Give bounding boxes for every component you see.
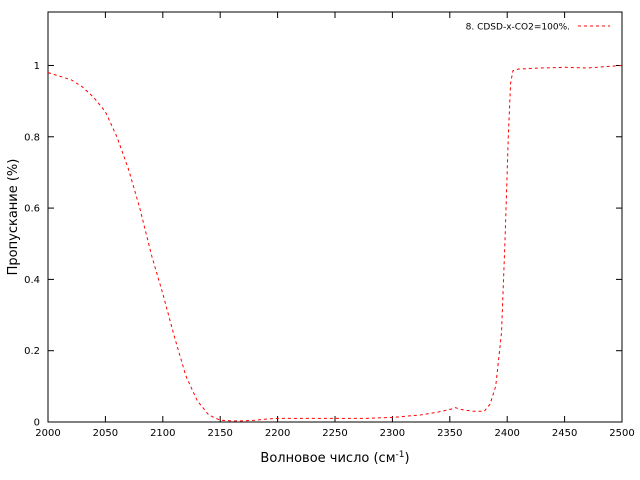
legend-label: 8. CDSD-x-CO2=100%.: [466, 23, 570, 33]
y-tick-label: 1: [34, 61, 40, 72]
y-tick-label: 0: [34, 418, 40, 429]
x-axis-title: Волновое число (см-1): [260, 450, 409, 466]
legend: 8. CDSD-x-CO2=100%.: [466, 23, 610, 33]
y-tick-label: 0.6: [24, 204, 40, 215]
x-tick-label: 2200: [265, 428, 290, 439]
x-tick-label: 2450: [552, 428, 577, 439]
x-tick-label: 2300: [380, 428, 405, 439]
x-tick-label: 2350: [437, 428, 462, 439]
plot-frame: [47, 11, 623, 423]
axis-ticks: 2000 2050 2100 2150 2200 2250 2300 2350 2400 2450…: [24, 12, 635, 439]
y-tick-label: 0.2: [24, 346, 40, 357]
y-tick-label: 0.8: [24, 132, 40, 143]
series-line: [47, 65, 623, 422]
x-tick-label: 2100: [150, 428, 175, 439]
y-tick-label: 0.4: [24, 275, 40, 286]
x-tick-label: 2500: [609, 428, 634, 439]
series-layer: [47, 65, 623, 422]
x-tick-label: 2150: [207, 428, 232, 439]
y-axis-title: Пропускание (%): [6, 159, 21, 276]
x-tick-label: 2050: [93, 428, 118, 439]
x-tick-label: 2250: [322, 428, 347, 439]
x-tick-label: 2000: [35, 428, 60, 439]
x-tick-label: 2400: [494, 428, 519, 439]
